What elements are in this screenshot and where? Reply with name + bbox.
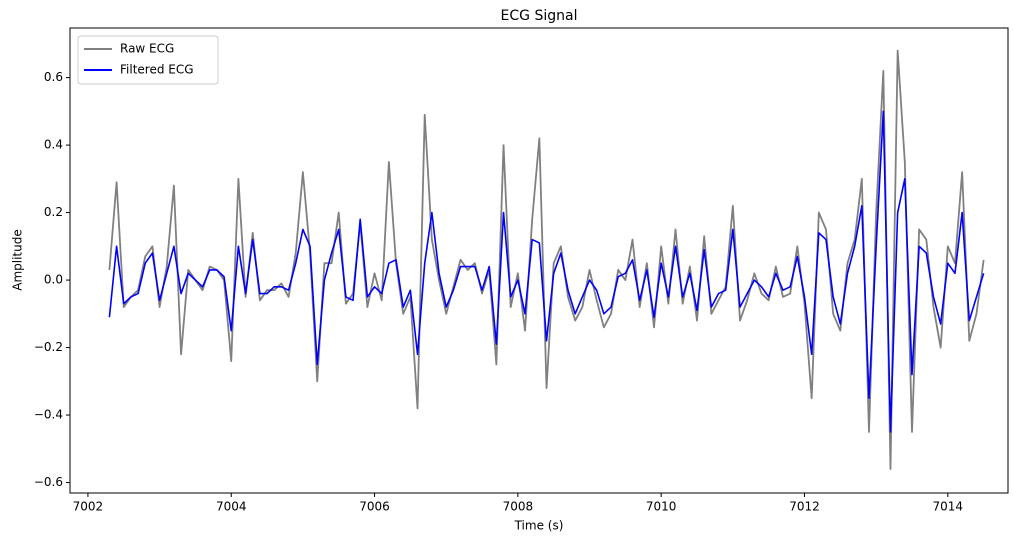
- legend-label: Raw ECG: [120, 42, 174, 56]
- x-tick-label: 7006: [359, 500, 390, 514]
- y-tick-label: −0.6: [34, 475, 63, 489]
- y-tick-label: −0.4: [34, 408, 63, 422]
- chart-title: ECG Signal: [501, 8, 578, 24]
- x-tick-label: 7004: [216, 500, 247, 514]
- plot-frame: [69, 27, 1009, 494]
- y-tick-label: −0.2: [34, 340, 63, 354]
- x-tick-label: 7002: [73, 500, 104, 514]
- y-tick-label: 0.0: [44, 273, 63, 287]
- x-tick-label: 7014: [933, 500, 964, 514]
- y-tick-label: 0.4: [44, 138, 63, 152]
- series-line: [108, 110, 985, 433]
- y-tick-label: 0.6: [44, 70, 63, 84]
- x-axis-label: Time (s): [514, 519, 564, 533]
- legend-label: Filtered ECG: [120, 63, 194, 77]
- x-tick-label: 7012: [789, 500, 820, 514]
- x-tick-label: 7008: [503, 500, 534, 514]
- y-axis-label: Amplitude: [11, 229, 25, 291]
- legend-box: [77, 35, 219, 85]
- x-tick-label: 7010: [646, 500, 677, 514]
- y-tick-label: 0.2: [44, 205, 63, 219]
